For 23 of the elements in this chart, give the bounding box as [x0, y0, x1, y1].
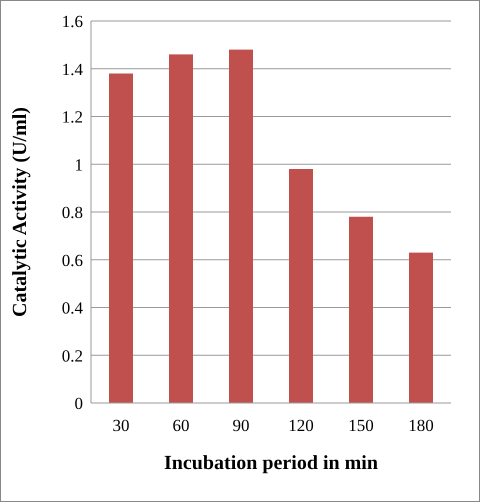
y-tick-label: 0.8	[62, 203, 83, 222]
y-tick-label: 1	[74, 155, 83, 174]
y-tick-label: 0.4	[62, 298, 84, 318]
bar	[349, 216, 373, 403]
y-tick-label: 0.6	[62, 250, 83, 270]
x-axis-title: Incubation period in min	[164, 452, 378, 474]
bar	[229, 50, 253, 403]
y-axis-title: Catalytic Activity (U/ml)	[9, 107, 32, 317]
x-tick-label: 90	[232, 416, 250, 436]
bar	[289, 169, 313, 403]
x-tick-label: 60	[172, 416, 190, 436]
bar	[409, 252, 433, 403]
x-tick-label: 180	[408, 416, 434, 436]
x-tick-label: 30	[112, 416, 130, 436]
y-tick-label: 0	[74, 394, 83, 414]
bar	[109, 74, 133, 403]
bar	[169, 54, 193, 403]
y-tick-label: 1.2	[62, 108, 83, 127]
x-tick-label: 150	[348, 416, 374, 436]
x-tick-label: 120	[288, 416, 314, 436]
y-tick-label: 1.4	[62, 60, 84, 79]
y-tick-label: 0.2	[62, 346, 83, 366]
y-tick-label: 1.6	[62, 12, 83, 32]
